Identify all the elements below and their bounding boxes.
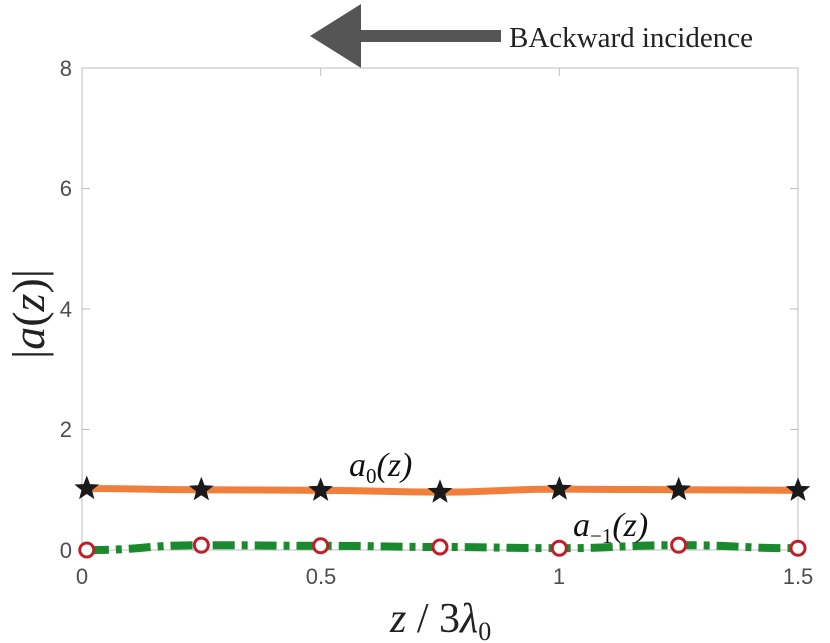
x-tick-label: 0 — [76, 564, 88, 589]
star-marker — [785, 477, 811, 501]
star-marker — [74, 475, 100, 500]
series-markers — [74, 475, 811, 559]
svg-text:|a(z)|: |a(z)| — [3, 269, 54, 359]
star-marker — [427, 479, 453, 503]
arrow-head-icon — [310, 4, 361, 68]
x-axis-label: z / 3λ0 — [389, 596, 491, 643]
x-tick-label: 1.5 — [783, 564, 814, 589]
x-tick-label: 0.5 — [306, 564, 337, 589]
circle-marker — [431, 538, 449, 556]
y-tick-label: 8 — [60, 56, 72, 81]
y-tick-label: 4 — [60, 297, 72, 322]
y-axis-label: |a(z)| — [3, 269, 54, 359]
arrow-shaft — [358, 30, 501, 42]
circle-marker — [312, 537, 330, 555]
annotation-a-1: a−1(z) — [573, 507, 648, 548]
annotation-a0: a0(z) — [349, 447, 412, 488]
x-tick-labels: 0 0.5 1 1.5 — [76, 564, 813, 589]
header-text: BAckward incidence — [509, 22, 753, 54]
circle-marker — [789, 539, 807, 557]
tick-group — [81, 67, 799, 551]
star-marker — [666, 476, 691, 501]
y-tick-label: 2 — [60, 417, 72, 442]
star-marker — [547, 476, 572, 500]
y-tick-label: 6 — [60, 176, 72, 201]
y-tick-labels: 0 2 4 6 8 — [60, 56, 72, 563]
direction-arrow-group: BAckward incidence — [310, 4, 753, 68]
x-tick-label: 1 — [553, 564, 565, 589]
star-marker — [308, 477, 333, 501]
circle-marker — [78, 541, 96, 559]
star-marker — [189, 476, 214, 501]
circle-marker — [670, 536, 688, 554]
circle-marker — [192, 536, 210, 554]
plot-frame — [81, 67, 799, 551]
circle-marker — [550, 539, 568, 557]
y-tick-label: 0 — [60, 538, 72, 563]
